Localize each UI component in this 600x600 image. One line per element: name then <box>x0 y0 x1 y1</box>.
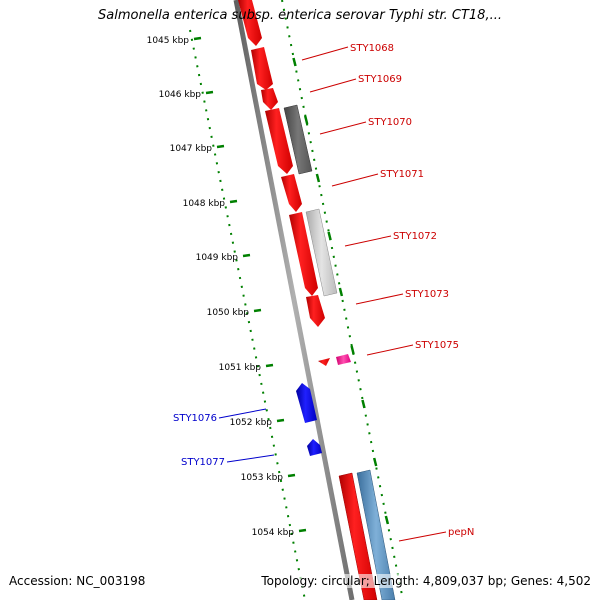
outer-tick-mark <box>361 399 366 409</box>
tick-mark <box>276 418 285 423</box>
gene-leader-line <box>355 293 404 305</box>
orf-track <box>283 104 396 600</box>
genome-backbone <box>233 0 355 600</box>
tick-mark <box>205 90 214 95</box>
gene-label[interactable]: STY1069 <box>358 74 402 85</box>
tick-label: 1046 kbp <box>159 90 202 100</box>
cds-arrow <box>251 47 273 90</box>
genome-summary: Topology: circular; Length: 4,809,037 bp… <box>261 574 591 588</box>
cds-forward-track <box>296 383 322 456</box>
cds-arrow <box>338 472 378 600</box>
tick-label: 1052 kbp <box>230 418 273 428</box>
outer-tick-mark <box>338 287 344 297</box>
tick-mark <box>287 473 296 478</box>
gene-label[interactable]: STY1070 <box>368 117 412 128</box>
outer-tick-mark <box>292 57 297 67</box>
cds-arrow <box>238 0 262 46</box>
outer-tick-mark <box>372 457 378 467</box>
orf-light-feature <box>305 208 338 297</box>
cds-track <box>238 0 378 600</box>
outer-tick-mark <box>350 345 355 355</box>
gene-leader-line <box>226 454 275 463</box>
cds-arrow <box>281 174 302 212</box>
tick-mark <box>216 144 225 149</box>
outer-dotted-track <box>281 0 404 600</box>
gene-leader-line <box>301 46 349 61</box>
gene-leader-line <box>331 173 379 187</box>
map-title: Salmonella enterica subsp. enterica sero… <box>98 8 502 23</box>
gene-leader-line <box>398 531 447 542</box>
gene-label[interactable]: STY1072 <box>393 231 437 242</box>
gene-leader-line <box>309 78 357 93</box>
gene-label[interactable]: STY1068 <box>350 43 394 54</box>
tick-mark <box>193 36 202 41</box>
cds-arrow <box>289 212 318 296</box>
cds-arrow <box>318 358 330 366</box>
gene-leader-line <box>366 344 414 356</box>
gene-label[interactable]: STY1071 <box>380 169 424 180</box>
gene-label[interactable]: STY1073 <box>405 289 449 300</box>
gene-label[interactable]: STY1077 <box>181 457 225 468</box>
cds-arrow <box>261 88 278 110</box>
gene-labels: STY1068 STY1069 STY1070 STY1071 STY1072 STY10… <box>173 43 474 542</box>
cds-arrow <box>306 295 325 327</box>
gene-leader-line <box>344 235 392 247</box>
tick-label: 1053 kbp <box>241 473 284 483</box>
orf-steel-feature <box>356 469 396 600</box>
outer-tick-mark <box>327 231 332 241</box>
tick-labels: 1045 kbp 1046 kbp 1047 kbp 1048 kbp 1049 kbp… <box>147 36 295 538</box>
tick-mark <box>229 199 238 204</box>
orf-magenta-feature <box>336 354 351 365</box>
cds-forward-arrow <box>296 383 317 423</box>
tick-mark <box>298 528 307 533</box>
outer-tick-mark <box>384 515 390 525</box>
gene-label[interactable]: STY1075 <box>415 340 459 351</box>
tick-label: 1048 kbp <box>183 199 226 209</box>
gene-label[interactable]: STY1076 <box>173 413 217 424</box>
tick-label: 1049 kbp <box>196 253 239 263</box>
gene-leader-line <box>218 408 267 419</box>
outer-tick-mark <box>315 173 321 183</box>
tick-label: 1050 kbp <box>207 308 250 318</box>
accession-label: Accession: NC_003198 <box>9 574 146 588</box>
tick-mark <box>253 308 262 313</box>
outer-tick-mark <box>303 115 309 125</box>
tick-ruler <box>189 29 307 600</box>
cds-arrow <box>265 108 293 174</box>
gene-label[interactable]: pepN <box>448 527 474 538</box>
tick-label: 1047 kbp <box>170 144 213 154</box>
tick-mark <box>242 253 251 258</box>
cds-forward-arrow <box>307 439 322 456</box>
gene-leader-line <box>319 121 367 135</box>
tick-label: 1054 kbp <box>252 528 295 538</box>
tick-mark <box>265 363 274 368</box>
orf-dark-feature <box>283 104 313 175</box>
tick-label: 1045 kbp <box>147 36 190 46</box>
outer-dotted-line <box>281 0 404 600</box>
tick-label: 1051 kbp <box>219 363 262 373</box>
